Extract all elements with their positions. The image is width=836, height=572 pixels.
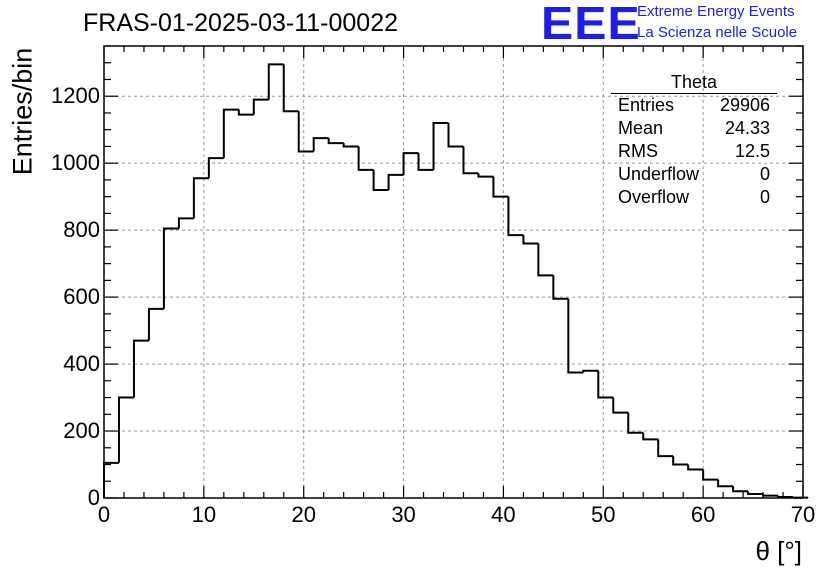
histogram-bin: [132, 339, 149, 398]
histogram-bin: [402, 152, 419, 175]
histogram-bin: [342, 143, 359, 148]
histogram-bin: [717, 479, 734, 488]
histogram-bin: [103, 461, 119, 498]
histogram-bin: [372, 169, 389, 191]
histogram-bin: [702, 469, 719, 481]
histogram-bin: [357, 146, 374, 171]
histogram-bin: [492, 176, 509, 198]
y-tick-label: 0: [87, 485, 100, 510]
histogram-bin: [432, 122, 449, 170]
stats-value: 0: [759, 187, 770, 207]
stats-title: Theta: [611, 72, 777, 94]
histogram-bin: [162, 227, 179, 309]
histogram-bin: [207, 157, 224, 179]
stats-box: Theta Entries 29906 Mean 24.33 RMS 12.5 Underf…: [611, 72, 777, 209]
histogram-bin: [657, 439, 674, 458]
x-axis-label: θ [°]: [755, 536, 802, 566]
stats-label: RMS: [618, 141, 658, 161]
y-tick-label: 800: [63, 217, 100, 243]
x-tick-label: 10: [191, 502, 217, 527]
y-tick-label: 1000: [51, 150, 100, 176]
histogram-bin: [612, 397, 629, 414]
histogram-bin: [312, 137, 329, 152]
histogram-bin: [237, 109, 254, 116]
y-tick-label: 600: [63, 284, 100, 310]
stats-rows: Entries 29906 Mean 24.33 RMS 12.5 Underflow 0 Ov…: [611, 94, 777, 209]
histogram-bin: [327, 138, 344, 145]
histogram-bin: [537, 243, 554, 277]
histogram-bin: [777, 495, 794, 498]
histogram-bin: [507, 196, 524, 237]
x-tick-label: 30: [391, 502, 416, 527]
histogram-bin: [627, 412, 644, 434]
stats-label: Entries: [618, 95, 675, 115]
histogram-bin: [552, 275, 569, 300]
histogram-bin: [732, 486, 749, 493]
plot-title: FRAS-01-2025-03-11-00022: [83, 9, 399, 37]
x-tick-label: 60: [690, 502, 716, 527]
stats-value: 12.5: [734, 141, 770, 161]
stats-row: Entries 29906: [611, 94, 777, 117]
eee-logo: EEE: [541, 0, 641, 49]
x-tick-label: 20: [291, 502, 316, 527]
stats-label: Mean: [618, 118, 664, 138]
histogram-bin: [462, 146, 479, 175]
histogram-bin: [747, 491, 764, 495]
y-tick-label: 1200: [51, 83, 100, 109]
grid: [104, 46, 803, 498]
histogram-bin: [447, 123, 464, 148]
histogram-series: [103, 63, 809, 499]
stats-row: Overflow 0: [611, 186, 777, 209]
x-tick-label: 40: [491, 502, 516, 527]
histogram-bin: [597, 370, 614, 399]
stats-row: Mean 24.33: [611, 117, 777, 140]
histogram-bin: [177, 217, 194, 229]
histogram-bin: [672, 456, 689, 466]
plot-frame: [103, 45, 804, 499]
stats-label: Overflow: [618, 187, 690, 207]
histogram-bin: [687, 464, 704, 471]
x-tick-label: 70: [790, 502, 816, 527]
stats-value: 0: [759, 164, 770, 184]
stats-value: 24.33: [724, 118, 770, 138]
y-tick-label: 400: [63, 351, 100, 377]
histogram-bin: [567, 298, 584, 374]
x-tick-label: 0: [97, 502, 111, 527]
stats-row: Underflow 0: [611, 163, 777, 186]
histogram-bin: [417, 153, 434, 171]
histogram-bin: [117, 396, 134, 463]
logo-line-1: Extreme Energy Events: [637, 3, 795, 20]
y-axis-label: Entries/bin: [7, 47, 38, 176]
histogram-bin: [297, 111, 314, 153]
stats-value: 29906: [719, 95, 770, 115]
histogram-bin: [387, 173, 404, 190]
logo-line-2: La Scienza nelle Scuole: [637, 24, 798, 41]
histogram-bin: [267, 63, 284, 100]
x-tick-label: 50: [591, 502, 616, 527]
plot-area-border: [103, 45, 804, 499]
histogram-bin: [222, 108, 239, 159]
stats-row: RMS 12.5: [611, 140, 777, 163]
histogram-bin: [192, 177, 209, 219]
histogram-bin: [147, 307, 164, 341]
histogram-bin: [252, 98, 269, 115]
histogram-bin: [522, 235, 539, 245]
y-tick-label: 200: [63, 418, 100, 444]
histogram-bin: [762, 493, 779, 497]
histogram-bin: [582, 369, 599, 373]
histogram-bin: [282, 64, 299, 113]
histogram-bin: [642, 432, 659, 441]
stats-label: Underflow: [618, 164, 700, 184]
histogram-bin: [477, 173, 494, 178]
